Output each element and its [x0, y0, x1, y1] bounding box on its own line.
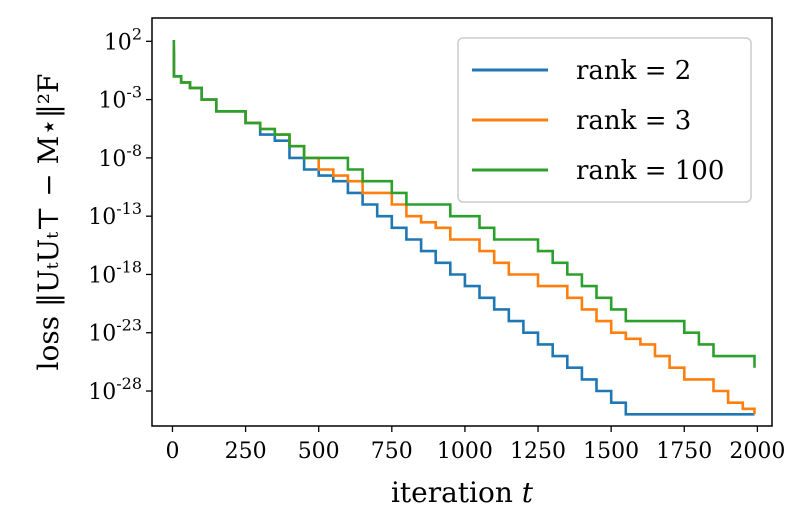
y-tick-label: 10-18 [88, 257, 142, 288]
x-axis-title-word: iteration [391, 476, 522, 509]
x-tick-label: 1750 [656, 439, 712, 464]
x-tick-label: 1000 [437, 439, 493, 464]
y-ticks: 102 10-3 10-8 10-13 10-18 10-23 10-28 [88, 24, 152, 405]
legend-label-rank-2: rank = 2 [576, 56, 691, 86]
x-tick-label: 1250 [510, 439, 566, 464]
y-tick-label: 10-13 [88, 199, 142, 230]
legend-label-rank-100: rank = 100 [576, 156, 724, 186]
y-tick-label: 102 [104, 24, 142, 55]
legend: rank = 2 rank = 3 rank = 100 [457, 37, 752, 203]
x-axis-title-var: t [522, 476, 534, 509]
x-tick-label: 0 [165, 439, 179, 464]
x-tick-label: 750 [371, 439, 413, 464]
plot-frame [151, 17, 773, 427]
x-axis-title: iteration t [391, 476, 534, 509]
x-tick-label: 2000 [729, 439, 785, 464]
x-ticks: 0 250 500 750 1000 1250 1500 1750 2000 [165, 426, 785, 464]
legend-frame [457, 37, 752, 203]
y-tick-label: 10-28 [88, 374, 142, 405]
y-tick-label: 10-23 [88, 316, 142, 347]
y-tick-label: 10-3 [98, 83, 142, 114]
x-tick-label: 1500 [583, 439, 639, 464]
x-tick-label: 500 [298, 439, 340, 464]
x-tick-label: 250 [225, 439, 267, 464]
series-layer [172, 40, 756, 416]
y-tick-label: 10-8 [98, 141, 142, 172]
y-axis-title: loss ‖UₜUₜ⊤ − M⋆‖²F [32, 74, 65, 371]
series-line-2 [172, 40, 756, 368]
legend-label-rank-3: rank = 3 [576, 106, 691, 136]
